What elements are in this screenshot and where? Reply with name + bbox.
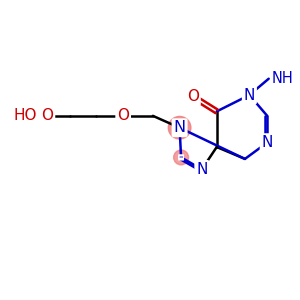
Text: NH: NH — [272, 71, 293, 86]
Text: N: N — [262, 135, 273, 150]
Circle shape — [174, 150, 188, 165]
Text: HO: HO — [14, 108, 37, 123]
Text: N: N — [196, 162, 208, 177]
Circle shape — [168, 116, 191, 139]
Text: N: N — [244, 88, 255, 103]
Text: =: = — [179, 155, 183, 160]
Text: O: O — [41, 108, 53, 123]
Text: O: O — [187, 89, 199, 104]
Text: N: N — [173, 120, 186, 135]
Text: O: O — [117, 108, 129, 123]
